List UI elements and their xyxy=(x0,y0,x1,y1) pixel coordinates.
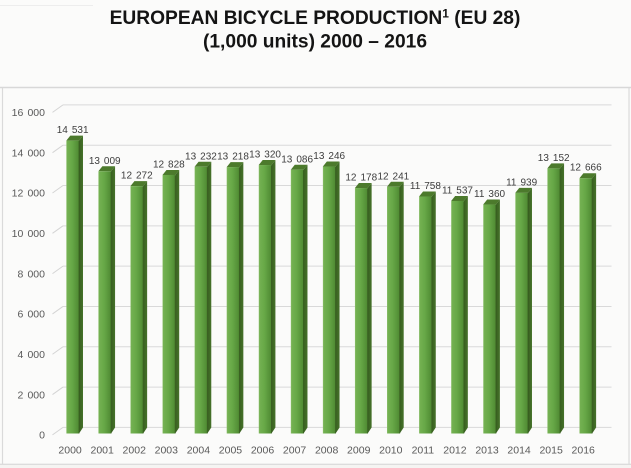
svg-text:2007: 2007 xyxy=(283,445,307,457)
svg-text:2000: 2000 xyxy=(58,445,82,457)
svg-text:13 218: 13 218 xyxy=(217,152,249,163)
svg-text:2 000: 2 000 xyxy=(18,389,46,401)
svg-text:2011: 2011 xyxy=(412,445,435,457)
svg-text:0: 0 xyxy=(39,430,45,442)
svg-text:14 000: 14 000 xyxy=(12,147,45,159)
svg-text:12 241: 12 241 xyxy=(377,171,409,182)
svg-text:12 272: 12 272 xyxy=(121,171,153,182)
svg-text:2003: 2003 xyxy=(155,445,179,457)
svg-text:2006: 2006 xyxy=(251,445,275,457)
svg-text:2016: 2016 xyxy=(572,445,596,457)
svg-text:13 152: 13 152 xyxy=(538,153,570,164)
svg-text:14 531: 14 531 xyxy=(57,125,89,136)
svg-text:11 939: 11 939 xyxy=(506,177,537,188)
svg-text:16 000: 16 000 xyxy=(12,107,45,119)
svg-text:2005: 2005 xyxy=(219,445,243,457)
svg-text:EUROPEAN BICYCLE PRODUCTION1 (: EUROPEAN BICYCLE PRODUCTION1 (EU 28) xyxy=(110,7,521,30)
svg-text:12 828: 12 828 xyxy=(153,159,185,170)
svg-text:2012: 2012 xyxy=(443,445,467,457)
svg-text:(1,000 units) 2000 – 2016: (1,000 units) 2000 – 2016 xyxy=(203,31,427,52)
svg-text:2001: 2001 xyxy=(90,445,114,457)
svg-text:13 320: 13 320 xyxy=(249,150,281,161)
svg-text:12 178: 12 178 xyxy=(345,173,377,184)
svg-text:12 666: 12 666 xyxy=(570,163,602,174)
svg-text:2008: 2008 xyxy=(315,445,339,457)
svg-text:2010: 2010 xyxy=(379,445,403,457)
svg-text:10 000: 10 000 xyxy=(12,228,45,240)
svg-text:11 758: 11 758 xyxy=(410,181,441,192)
svg-text:13 232: 13 232 xyxy=(185,151,217,162)
svg-text:11 360: 11 360 xyxy=(474,189,505,200)
svg-text:2002: 2002 xyxy=(123,445,147,457)
svg-text:12 000: 12 000 xyxy=(12,188,45,200)
svg-text:2013: 2013 xyxy=(475,445,499,457)
svg-text:2004: 2004 xyxy=(187,445,211,457)
svg-text:13 086: 13 086 xyxy=(281,154,313,165)
svg-text:2014: 2014 xyxy=(507,445,531,457)
svg-text:2015: 2015 xyxy=(539,445,563,457)
svg-text:2009: 2009 xyxy=(347,445,371,457)
svg-text:13 009: 13 009 xyxy=(89,156,121,167)
svg-text:13 246: 13 246 xyxy=(313,151,345,162)
svg-text:11 537: 11 537 xyxy=(442,185,473,196)
svg-text:6 000: 6 000 xyxy=(18,309,46,321)
svg-text:8 000: 8 000 xyxy=(18,268,46,280)
svg-text:4 000: 4 000 xyxy=(18,349,46,361)
